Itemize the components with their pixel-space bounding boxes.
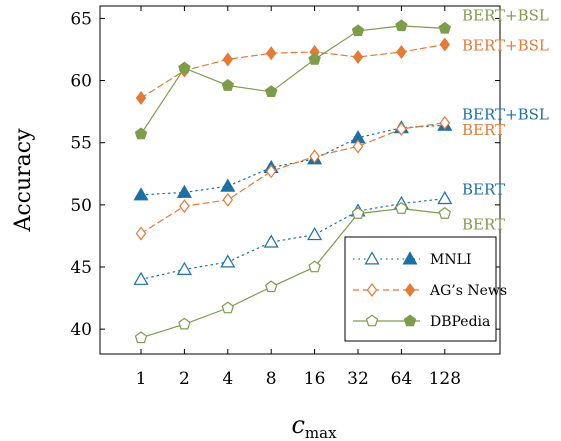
data-point bbox=[178, 61, 191, 74]
x-axis-title-main: c bbox=[291, 411, 304, 439]
data-point bbox=[395, 202, 408, 214]
data-point bbox=[178, 317, 191, 330]
series-2 bbox=[135, 115, 451, 241]
data-point bbox=[396, 44, 407, 59]
data-point bbox=[351, 207, 365, 219]
series-end-label: BERT bbox=[462, 121, 505, 139]
x-tick-label: 16 bbox=[304, 369, 326, 389]
legend-marker-filled bbox=[404, 283, 416, 297]
series-end-label: BERT bbox=[462, 181, 505, 199]
data-point bbox=[438, 207, 452, 219]
legend: MNLI AG’s News DBPedia bbox=[344, 236, 507, 342]
y-tick-label: 50 bbox=[70, 196, 92, 216]
series-end-label: BERT+BSL bbox=[462, 37, 549, 55]
data-point bbox=[439, 115, 451, 130]
data-point bbox=[222, 52, 234, 67]
legend-label: MNLI bbox=[430, 252, 471, 268]
series-end-label: BERT+BSL bbox=[462, 105, 549, 123]
data-point bbox=[309, 149, 320, 164]
data-point bbox=[264, 280, 278, 293]
legend-label: DBPedia bbox=[430, 314, 490, 330]
data-point bbox=[179, 199, 190, 214]
data-point bbox=[221, 78, 235, 91]
data-point bbox=[220, 178, 236, 192]
x-tick-label: 2 bbox=[179, 369, 190, 389]
data-point bbox=[220, 254, 236, 268]
x-tick-label: 8 bbox=[266, 369, 277, 389]
legend-label: AG’s News bbox=[429, 283, 507, 299]
x-axis-title: cmax bbox=[291, 411, 337, 441]
data-point bbox=[134, 331, 148, 344]
data-point bbox=[263, 234, 279, 248]
plot-frame bbox=[99, 5, 501, 355]
x-tick-label: 64 bbox=[391, 369, 413, 389]
x-tick-label: 128 bbox=[429, 369, 461, 389]
data-point bbox=[307, 226, 323, 241]
legend-marker-filled bbox=[402, 251, 418, 265]
series-end-label: BERT bbox=[462, 216, 505, 234]
data-point bbox=[439, 37, 451, 52]
data-point bbox=[264, 85, 278, 98]
series-5 bbox=[134, 19, 452, 140]
data-point bbox=[176, 261, 192, 275]
data-point bbox=[135, 226, 147, 241]
data-point bbox=[308, 260, 321, 273]
series-line bbox=[140, 43, 446, 99]
data-point bbox=[134, 127, 148, 140]
series-line bbox=[140, 25, 446, 135]
x-tick-label: 32 bbox=[347, 369, 369, 389]
data-point bbox=[176, 184, 192, 198]
x-tick-label: 4 bbox=[222, 369, 233, 389]
y-axis: 40 45 50 55 60 65 bbox=[70, 9, 500, 340]
data-point bbox=[133, 187, 149, 201]
series-end-label: BERT+BSL bbox=[462, 6, 549, 24]
data-point bbox=[222, 192, 234, 207]
x-tick-label: 1 bbox=[136, 369, 147, 389]
y-tick-label: 60 bbox=[70, 72, 92, 92]
data-point bbox=[438, 21, 452, 34]
legend-marker-open bbox=[364, 251, 380, 265]
series-line bbox=[140, 124, 446, 196]
y-axis-title: Accuracy bbox=[11, 128, 36, 233]
x-axis: 1 2 4 8 16 32 64 128 bbox=[136, 6, 461, 389]
data-point bbox=[396, 122, 407, 137]
series-line bbox=[140, 122, 446, 234]
data-point bbox=[352, 49, 364, 64]
data-point bbox=[352, 139, 364, 154]
series-3 bbox=[135, 37, 451, 105]
legend-marker-open bbox=[365, 314, 379, 327]
data-point bbox=[308, 52, 321, 65]
data-point bbox=[265, 164, 277, 179]
data-point bbox=[395, 19, 408, 32]
y-tick-label: 65 bbox=[70, 9, 92, 29]
y-tick-label: 40 bbox=[70, 320, 92, 340]
data-point bbox=[221, 301, 235, 314]
data-point bbox=[351, 24, 365, 37]
series-line bbox=[140, 207, 446, 339]
legend-marker-filled bbox=[403, 314, 417, 327]
y-tick-label: 45 bbox=[70, 258, 92, 278]
data-point bbox=[133, 271, 149, 285]
legend-marker-open bbox=[366, 283, 378, 297]
data-point bbox=[135, 90, 147, 105]
series-layer bbox=[133, 19, 453, 344]
y-tick-label: 55 bbox=[70, 134, 92, 154]
series-4 bbox=[134, 202, 452, 344]
data-point bbox=[437, 190, 453, 205]
data-point bbox=[265, 46, 277, 61]
x-axis-title-sub: max bbox=[305, 424, 337, 441]
